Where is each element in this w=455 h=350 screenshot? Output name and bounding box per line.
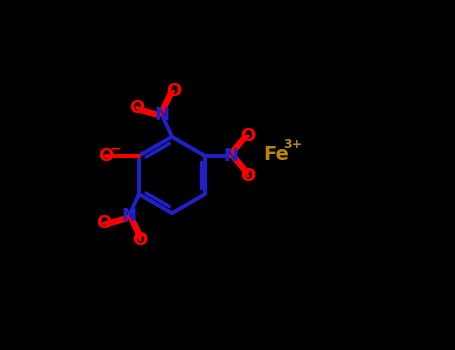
Text: O: O	[98, 147, 113, 165]
Text: O: O	[240, 167, 255, 185]
Text: O: O	[166, 82, 181, 100]
Text: N: N	[223, 147, 238, 165]
Text: O: O	[96, 214, 111, 232]
Text: N: N	[121, 207, 136, 225]
Text: O: O	[132, 231, 148, 249]
Text: O: O	[129, 99, 145, 117]
Text: Fe: Fe	[263, 145, 289, 164]
Text: −: −	[110, 141, 121, 155]
Text: O: O	[240, 127, 255, 145]
Text: N: N	[154, 106, 169, 124]
Text: 3+: 3+	[283, 138, 303, 151]
